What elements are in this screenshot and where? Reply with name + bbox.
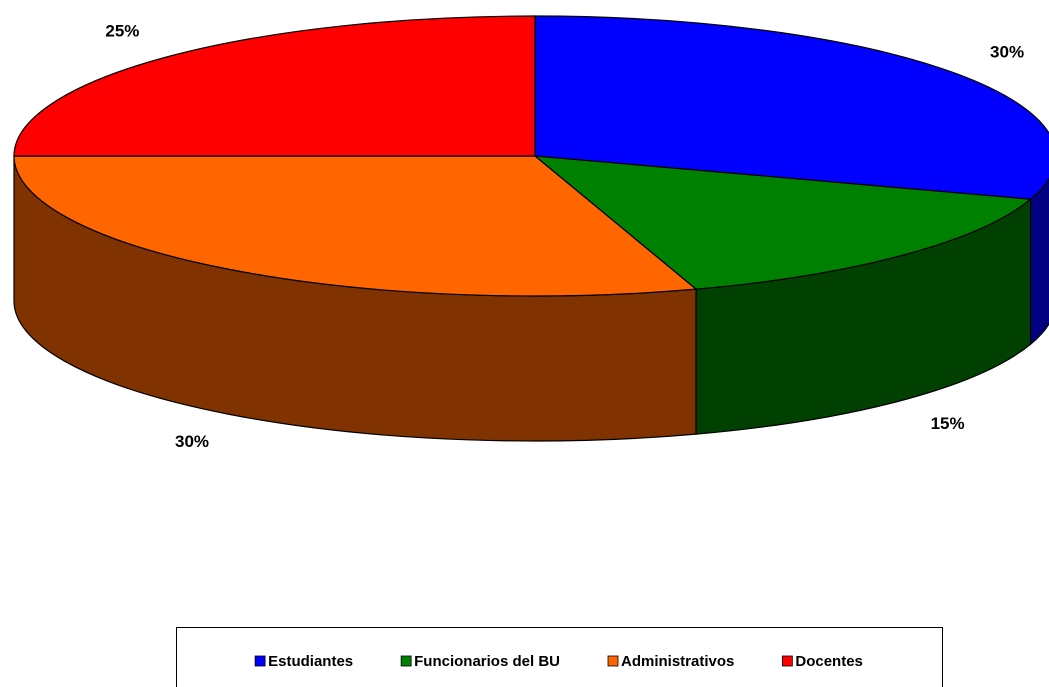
legend-box xyxy=(176,627,943,687)
data-label: 15% xyxy=(931,414,965,433)
slice xyxy=(13,15,536,157)
legend-swatch xyxy=(400,655,412,667)
slice xyxy=(533,155,1033,290)
data-label: 25% xyxy=(105,22,139,41)
legend-label: Docentes xyxy=(795,653,863,670)
legend-item: Estudiantes xyxy=(254,653,353,670)
legend-label: Funcionarios del BU xyxy=(414,653,560,670)
legend-item: Funcionarios del BU xyxy=(400,653,560,670)
slice xyxy=(13,155,698,297)
legend-label: Administrativos xyxy=(621,653,734,670)
legend-swatch xyxy=(781,655,793,667)
data-label: 30% xyxy=(990,43,1024,62)
slice xyxy=(534,15,1049,200)
legend-swatch xyxy=(607,655,619,667)
legend-item: Docentes xyxy=(781,653,863,670)
legend-swatch xyxy=(254,655,266,667)
legend-label: Estudiantes xyxy=(268,653,353,670)
data-label: 30% xyxy=(175,432,209,451)
legend-item: Administrativos xyxy=(607,653,734,670)
